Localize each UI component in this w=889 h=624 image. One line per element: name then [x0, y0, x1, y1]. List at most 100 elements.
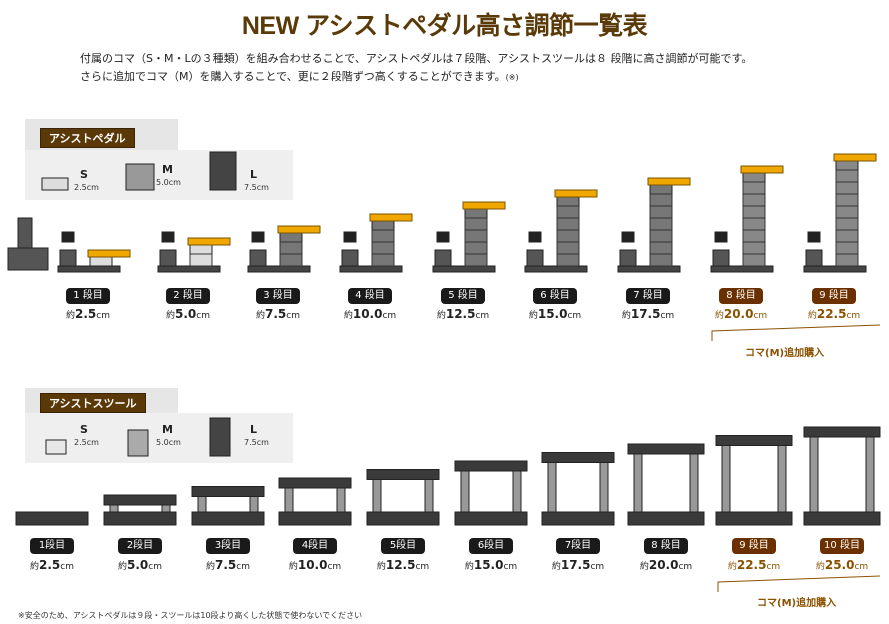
- stool-step-badge: 10 段目: [820, 538, 864, 554]
- height-prefix: 約: [639, 562, 649, 572]
- height-unit: cm: [236, 562, 250, 572]
- stool-top-icon: [278, 477, 352, 489]
- height-value: 7.5: [215, 558, 237, 572]
- pedal-foot-post-icon: [17, 217, 33, 249]
- height-prefix: 約: [30, 562, 40, 572]
- height-prefix: 約: [436, 311, 446, 321]
- height-unit: cm: [766, 562, 781, 572]
- stool-step-badge: 3段目: [206, 538, 250, 554]
- height-value: 15.0: [537, 307, 568, 321]
- height-prefix: 約: [343, 311, 353, 321]
- height-unit: cm: [415, 562, 430, 572]
- stool-base-icon: [278, 511, 352, 526]
- pedal-base-icon: [524, 265, 588, 273]
- height-prefix: 約: [815, 562, 825, 572]
- height-value: 15.0: [473, 558, 504, 572]
- height-unit: cm: [148, 562, 162, 572]
- height-prefix: 約: [166, 311, 176, 321]
- pedal-knob-icon: [61, 231, 75, 243]
- height-value: 20.0: [648, 558, 679, 572]
- pedal-block-segment-icon: [189, 253, 213, 267]
- height-prefix: 約: [118, 562, 128, 572]
- height-value: 22.5: [816, 307, 847, 321]
- height-value: 10.0: [297, 558, 328, 572]
- pedal-height-label: 約22.5cm: [808, 307, 860, 321]
- height-prefix: 約: [727, 562, 737, 572]
- pedal-plate-icon: [647, 177, 691, 186]
- height-value: 2.5: [75, 307, 97, 321]
- pedal-block-stack-icon: [279, 229, 303, 267]
- stool-top-icon: [541, 452, 615, 463]
- stool-height-label: 約10.0cm: [289, 558, 341, 572]
- height-value: 12.5: [445, 307, 476, 321]
- pedal-step-badge: 2 段目: [166, 288, 210, 304]
- pedal-plate-icon: [554, 189, 598, 198]
- pedal-plate-icon: [740, 165, 784, 174]
- stool-base-icon: [715, 511, 793, 526]
- stool-block-s-icon: [45, 439, 67, 455]
- note-mark: (※): [505, 73, 519, 82]
- stool-height-label: 約22.5cm: [728, 558, 780, 572]
- stool-base-icon: [103, 511, 177, 526]
- stool-leg-icon: [424, 479, 434, 513]
- pedal-block-segment-icon: [649, 193, 673, 207]
- stool-legend-l-label: L: [250, 423, 258, 436]
- height-prefix: 約: [464, 562, 474, 572]
- height-unit: cm: [196, 311, 210, 321]
- pedal-extra-purchase-label: コマ(M)追加購入: [745, 348, 825, 359]
- stool-step-badge: 1段目: [30, 538, 74, 554]
- stool-block-l-icon: [209, 417, 231, 457]
- stool-leg-icon: [109, 504, 119, 513]
- intro-line-1: 付属のコマ（S・M・Lの３種類）を組み合わせることで、アシストペダルは７段階、ア…: [80, 52, 753, 65]
- height-value: 12.5: [385, 558, 416, 572]
- height-unit: cm: [503, 562, 518, 572]
- pedal-step-badge: 5 段目: [441, 288, 485, 304]
- stool-leg-icon: [161, 504, 171, 513]
- height-unit: cm: [753, 311, 768, 321]
- pedal-plate-icon: [462, 201, 506, 210]
- stool-top-icon: [454, 460, 528, 472]
- stool-extra-purchase-label: コマ(M)追加購入: [757, 598, 837, 609]
- height-unit: cm: [854, 562, 869, 572]
- stool-leg-icon: [599, 462, 609, 513]
- pedal-base-icon: [57, 265, 121, 273]
- pedal-knob-icon: [343, 231, 357, 243]
- pedal-foot-stand-icon: [7, 247, 49, 271]
- height-value: 5.0: [175, 307, 197, 321]
- height-unit: cm: [846, 311, 861, 321]
- stool-leg-icon: [197, 496, 207, 513]
- pedal-plate-icon: [833, 153, 877, 162]
- stool-base-icon: [541, 511, 615, 526]
- height-unit: cm: [660, 311, 675, 321]
- stool-leg-icon: [777, 445, 787, 513]
- pedal-plate-icon: [277, 225, 321, 234]
- pedal-step-badge: 7 段目: [626, 288, 670, 304]
- height-prefix: 約: [807, 311, 817, 321]
- pedal-step-badge: 8 段目: [719, 288, 763, 304]
- height-value: 22.5: [736, 558, 767, 572]
- pedal-plate-icon: [369, 213, 413, 222]
- height-unit: cm: [475, 311, 490, 321]
- stool-legend-m-label: M: [162, 423, 173, 436]
- height-value: 17.5: [630, 307, 661, 321]
- stool-top-icon: [191, 486, 265, 497]
- stool-legend-size: 2.5cm: [74, 438, 99, 447]
- height-unit: cm: [286, 311, 300, 321]
- pedal-block-stack-icon: [649, 181, 673, 267]
- height-unit: cm: [60, 562, 74, 572]
- pedal-block-segment-icon: [556, 205, 580, 219]
- stool-leg-icon: [284, 487, 294, 513]
- pedal-legend-panel: [25, 150, 293, 200]
- stool-base-icon: [454, 511, 528, 526]
- pedal-base-icon: [710, 265, 774, 273]
- pedal-base-icon: [803, 265, 867, 273]
- pedal-height-label: 約5.0cm: [166, 307, 210, 321]
- height-unit: cm: [567, 311, 582, 321]
- pedal-legend-m-label: M: [162, 163, 173, 176]
- pedal-base-icon: [247, 265, 311, 273]
- stool-step-badge: 8 段目: [644, 538, 688, 554]
- height-prefix: 約: [66, 311, 76, 321]
- height-prefix: 約: [714, 311, 724, 321]
